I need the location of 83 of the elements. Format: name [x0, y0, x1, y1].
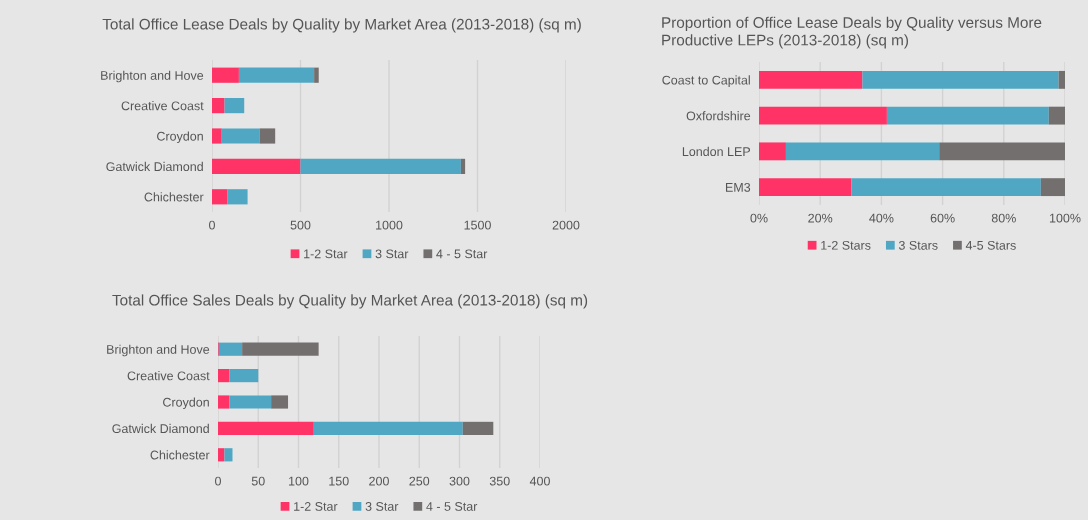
bar	[314, 67, 319, 83]
bar	[238, 67, 315, 83]
bar	[939, 142, 1065, 161]
bar	[785, 142, 940, 161]
bar	[271, 395, 289, 409]
bar	[218, 342, 243, 356]
bar	[218, 369, 230, 383]
x-tick-label: 50	[251, 476, 265, 486]
y-tick-label: Chichester	[150, 450, 210, 460]
bar	[259, 128, 276, 144]
y-tick-label: Oxfordshire	[686, 111, 751, 121]
legend-label: 1-2 Star	[294, 502, 338, 511]
bar	[212, 67, 239, 83]
legend-label: 4 - 5 Star	[426, 502, 478, 511]
bar	[462, 421, 494, 435]
y-tick-label: Creative Coast	[127, 371, 210, 381]
bar	[218, 448, 225, 462]
x-tick-label: 350	[489, 476, 510, 486]
y-tick-label: Brighton and Hove	[101, 70, 204, 83]
x-tick-label: 1000	[376, 220, 403, 230]
y-tick-label: Croydon	[163, 397, 209, 410]
legend-label: 3 Star	[365, 502, 399, 511]
y-tick-label: Creative Coast	[121, 101, 204, 111]
bar	[212, 189, 228, 205]
x-tick-label: 400	[529, 476, 550, 486]
bar	[227, 189, 248, 205]
legend-label: 3 Stars	[898, 240, 938, 250]
x-tick-label: 0	[215, 476, 221, 486]
y-tick-label: Gatwick Diamond	[106, 161, 203, 172]
bar	[759, 70, 863, 89]
legend-label: 1-2 Star	[304, 249, 348, 259]
y-tick-label: Gatwick Diamond	[112, 423, 209, 434]
y-tick-label: Brighton and Hove	[107, 344, 210, 357]
legend-label: 4 - 5 Star	[436, 249, 488, 259]
x-tick-label: 0	[209, 220, 215, 230]
bar	[221, 128, 260, 144]
chart-title: Total Office Sales Deals by Quality by Market Area (2013-2018) (sq m)	[112, 294, 588, 309]
bar	[224, 98, 245, 114]
bar	[218, 421, 314, 435]
bar	[224, 448, 233, 462]
x-tick-label: 20%	[808, 213, 833, 223]
bar	[300, 158, 461, 174]
x-tick-label: 200	[369, 476, 389, 486]
legend-label: 3 Star	[375, 249, 409, 259]
x-tick-label: 250	[409, 476, 430, 486]
bar	[759, 178, 852, 197]
bar	[460, 158, 466, 174]
legend-label: 1-2 Stars	[821, 240, 871, 250]
y-tick-label: London LEP	[682, 146, 751, 157]
bar	[218, 395, 230, 409]
bar	[759, 106, 887, 125]
bar	[212, 158, 301, 174]
chart-title: Proportion of Office Lease Deals by Quality versus More Productive LEPs (2013-2018) (sq m)	[662, 16, 1042, 49]
x-tick-label: 500	[290, 220, 311, 230]
bar	[759, 142, 786, 161]
bar	[1048, 106, 1065, 125]
chart-title: Total Office Lease Deals by Quality by Market Area (2013-2018) (sq m)	[102, 18, 581, 33]
x-tick-label: 2000	[552, 220, 580, 230]
y-tick-label: Coast to Capital	[662, 75, 750, 87]
bar	[212, 98, 225, 114]
bar	[1040, 178, 1065, 197]
bar	[1058, 70, 1065, 89]
bar	[886, 106, 1049, 125]
bar	[851, 178, 1041, 197]
legend-label: 4-5 Stars	[965, 240, 1016, 250]
y-tick-label: Croydon	[157, 131, 203, 144]
y-tick-label: EM3	[725, 182, 751, 192]
x-tick-label: 0%	[750, 213, 768, 223]
bar	[229, 369, 259, 383]
x-tick-label: 1500	[464, 220, 491, 230]
x-tick-label: 300	[449, 476, 470, 486]
bar	[212, 128, 222, 144]
y-tick-label: Chichester	[144, 192, 204, 202]
x-tick-label: 80%	[991, 213, 1016, 223]
bar	[242, 342, 319, 356]
bar	[229, 395, 272, 409]
x-tick-label: 100	[289, 476, 309, 486]
bar	[313, 421, 463, 435]
x-tick-label: 100%	[1049, 213, 1081, 223]
x-tick-label: 60%	[930, 213, 955, 223]
bar	[862, 70, 1059, 89]
x-tick-label: 40%	[869, 213, 894, 223]
x-tick-label: 150	[329, 476, 349, 486]
